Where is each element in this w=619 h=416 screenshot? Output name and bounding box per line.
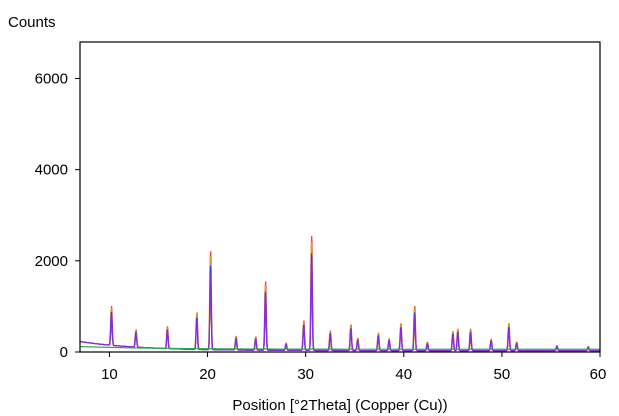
x-axis: 10 20 30 40 50 60: [101, 352, 606, 383]
series-line-4: [79, 261, 601, 352]
x-tick-label: 20: [199, 366, 216, 383]
y-axis: 0 2000 4000 6000: [35, 70, 80, 361]
y-tick-label: 0: [60, 344, 68, 361]
y-tick-label: 6000: [35, 70, 68, 87]
series-line-2: [79, 241, 601, 352]
plot-area: [79, 235, 601, 352]
series-line-5: [79, 345, 601, 350]
x-tick-label: 40: [395, 366, 412, 383]
series-line-3: [79, 252, 601, 352]
y-tick-label: 4000: [35, 162, 68, 179]
plot-frame: [79, 41, 601, 353]
series-line-1: [79, 235, 601, 352]
x-tick-label: 50: [494, 366, 511, 383]
x-tick-label: 30: [297, 366, 314, 383]
y-tick-label: 2000: [35, 253, 68, 270]
x-axis-label: Position [°2Theta] (Copper (Cu)): [232, 397, 447, 414]
x-tick-label: 10: [101, 366, 118, 383]
x-tick-label: 60: [590, 366, 607, 383]
y-axis-label: Counts: [8, 14, 56, 31]
